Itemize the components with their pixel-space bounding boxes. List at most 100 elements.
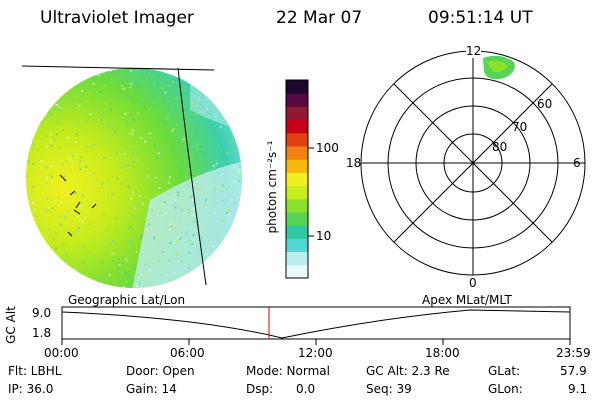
- noise-pixel: [125, 118, 128, 121]
- color-band: [286, 106, 308, 121]
- noise-pixel: [158, 186, 161, 189]
- noise-pixel: [92, 143, 95, 146]
- noise-pixel: [105, 229, 108, 232]
- noise-pixel: [40, 121, 43, 124]
- noise-pixel: [127, 95, 130, 98]
- noise-pixel: [26, 160, 29, 163]
- noise-pixel: [94, 250, 96, 253]
- noise-pixel: [190, 132, 193, 135]
- noise-pixel: [169, 223, 172, 225]
- noise-pixel: [99, 91, 102, 93]
- timeline-x-tick-0000: 00:00: [44, 346, 79, 360]
- noise-pixel: [172, 226, 175, 229]
- noise-pixel: [149, 269, 152, 271]
- noise-pixel: [133, 195, 135, 198]
- noise-pixel: [85, 145, 88, 148]
- noise-pixel: [124, 259, 127, 262]
- noise-pixel: [80, 156, 83, 159]
- noise-pixel: [47, 229, 50, 231]
- noise-pixel: [57, 100, 60, 103]
- noise-pixel: [186, 106, 189, 108]
- noise-pixel: [79, 94, 81, 97]
- noise-pixel: [45, 182, 48, 185]
- noise-pixel: [132, 79, 135, 82]
- noise-pixel: [40, 160, 43, 163]
- color-band: [286, 119, 308, 134]
- color-band: [286, 251, 308, 266]
- noise-pixel: [129, 86, 132, 89]
- noise-pixel: [230, 135, 233, 137]
- color-band: [286, 132, 308, 147]
- color-band: [286, 159, 308, 173]
- noise-pixel: [63, 175, 66, 178]
- noise-pixel: [101, 111, 104, 114]
- noise-pixel: [49, 113, 52, 116]
- noise-pixel: [82, 194, 84, 197]
- noise-pixel: [82, 246, 85, 248]
- noise-pixel: [190, 156, 193, 159]
- noise-pixel: [48, 174, 51, 177]
- noise-pixel: [84, 236, 87, 239]
- noise-pixel: [147, 223, 150, 226]
- noise-pixel: [153, 143, 156, 146]
- noise-pixel: [144, 263, 147, 266]
- noise-pixel: [160, 124, 163, 126]
- noise-pixel: [217, 143, 220, 146]
- noise-pixel: [123, 153, 126, 155]
- color-band: [286, 80, 308, 94]
- noise-pixel: [88, 204, 91, 207]
- noise-pixel: [172, 272, 175, 275]
- noise-pixel: [142, 202, 145, 205]
- noise-pixel: [56, 133, 59, 136]
- noise-pixel: [195, 112, 198, 115]
- noise-pixel: [149, 132, 151, 135]
- noise-pixel: [120, 166, 123, 169]
- noise-pixel: [213, 212, 216, 214]
- noise-pixel: [27, 159, 30, 162]
- noise-pixel: [203, 152, 206, 155]
- noise-pixel: [188, 251, 190, 254]
- noise-pixel: [88, 91, 91, 94]
- noise-pixel: [79, 136, 82, 139]
- noise-pixel: [108, 242, 111, 245]
- noise-pixel: [138, 195, 141, 198]
- noise-pixel: [74, 268, 77, 271]
- timeline-y-tick-max: 9.0: [32, 306, 52, 320]
- noise-pixel: [45, 135, 48, 138]
- noise-pixel: [45, 209, 48, 212]
- noise-pixel: [66, 210, 69, 213]
- timeline-geographic-label: Geographic Lat/Lon: [68, 293, 186, 307]
- noise-pixel: [239, 173, 242, 176]
- noise-pixel: [113, 249, 116, 252]
- noise-pixel: [32, 143, 35, 145]
- noise-pixel: [126, 102, 129, 105]
- noise-pixel: [121, 87, 124, 90]
- noise-pixel: [115, 136, 118, 139]
- noise-pixel: [111, 193, 113, 196]
- noise-pixel: [75, 134, 78, 137]
- status-mode: Mode: Normal: [246, 364, 330, 378]
- noise-pixel: [51, 123, 54, 126]
- noise-pixel: [116, 264, 119, 267]
- noise-pixel: [75, 95, 78, 98]
- polar-lat-60: 60: [537, 97, 553, 111]
- noise-pixel: [100, 119, 103, 121]
- color-bar-tick-10: 10: [316, 229, 332, 243]
- noise-pixel: [56, 104, 59, 106]
- noise-pixel: [84, 109, 87, 112]
- noise-pixel: [131, 191, 134, 194]
- noise-pixel: [78, 165, 81, 168]
- noise-pixel: [125, 181, 128, 184]
- noise-pixel: [204, 204, 207, 207]
- noise-pixel: [185, 176, 188, 179]
- noise-pixel: [204, 199, 207, 201]
- noise-pixel: [97, 74, 100, 77]
- noise-pixel: [127, 132, 130, 135]
- noise-pixel: [176, 240, 179, 243]
- noise-pixel: [133, 165, 136, 168]
- noise-pixel: [192, 207, 195, 210]
- noise-pixel: [200, 191, 203, 194]
- noise-pixel: [51, 207, 54, 209]
- noise-pixel: [186, 184, 189, 186]
